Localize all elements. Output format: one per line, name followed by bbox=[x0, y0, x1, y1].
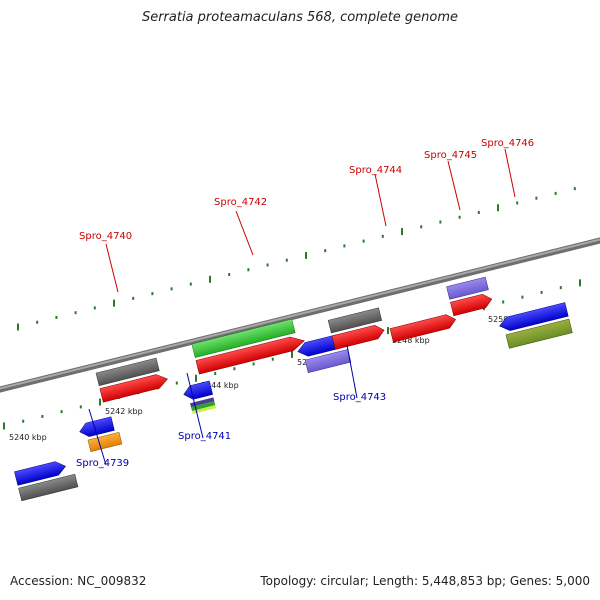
gene-spro-4740[interactable] bbox=[95, 357, 169, 403]
gene-spro-4745[interactable] bbox=[389, 313, 457, 343]
gene-label-spro-4745[interactable]: Spro_4745 bbox=[424, 150, 477, 161]
gene-spro-4741[interactable] bbox=[182, 380, 217, 415]
gene-spro-4743[interactable] bbox=[296, 333, 352, 374]
gene-label-spro-4739[interactable]: Spro_4739 bbox=[76, 458, 129, 469]
label-leaders bbox=[88, 148, 516, 466]
gene-label-spro-4742[interactable]: Spro_4742 bbox=[214, 197, 267, 208]
gene-label-spro-4740[interactable]: Spro_4740 bbox=[79, 231, 132, 242]
gene-spro-4746[interactable] bbox=[446, 276, 494, 317]
tick-label-5240: 5240 kbp bbox=[9, 433, 47, 442]
tick-scale-lower bbox=[3, 279, 581, 430]
page-title: Serratia proteamaculans 568, complete ge… bbox=[141, 10, 459, 25]
gene-spro-4739[interactable] bbox=[78, 416, 123, 453]
gene-left-edge-gray[interactable] bbox=[18, 473, 79, 502]
gene-left-edge-blue[interactable] bbox=[14, 459, 67, 486]
gene-right-edge-blue[interactable] bbox=[498, 302, 569, 333]
gene-label-spro-4743[interactable]: Spro_4743 bbox=[333, 392, 386, 403]
tick-label-5248: 5248 kbp bbox=[392, 336, 430, 345]
gene-spro-4742[interactable] bbox=[191, 317, 306, 375]
tick-label-5242: 5242 kbp bbox=[105, 407, 143, 416]
genome-backbone bbox=[0, 237, 600, 393]
gene-label-spro-4746[interactable]: Spro_4746 bbox=[481, 138, 534, 149]
gene-label-spro-4741[interactable]: Spro_4741 bbox=[178, 431, 231, 442]
tick-label-5244: 5244 kbp bbox=[201, 381, 239, 390]
genome-summary-text: Topology: circular; Length: 5,448,853 bp… bbox=[260, 574, 590, 588]
gene-spro-4744[interactable] bbox=[327, 307, 386, 350]
tick-scale-upper bbox=[17, 187, 576, 331]
gene-right-edge-olive[interactable] bbox=[505, 318, 573, 349]
accession-text: Accession: NC_009832 bbox=[10, 574, 147, 588]
gene-label-spro-4744[interactable]: Spro_4744 bbox=[349, 165, 402, 176]
